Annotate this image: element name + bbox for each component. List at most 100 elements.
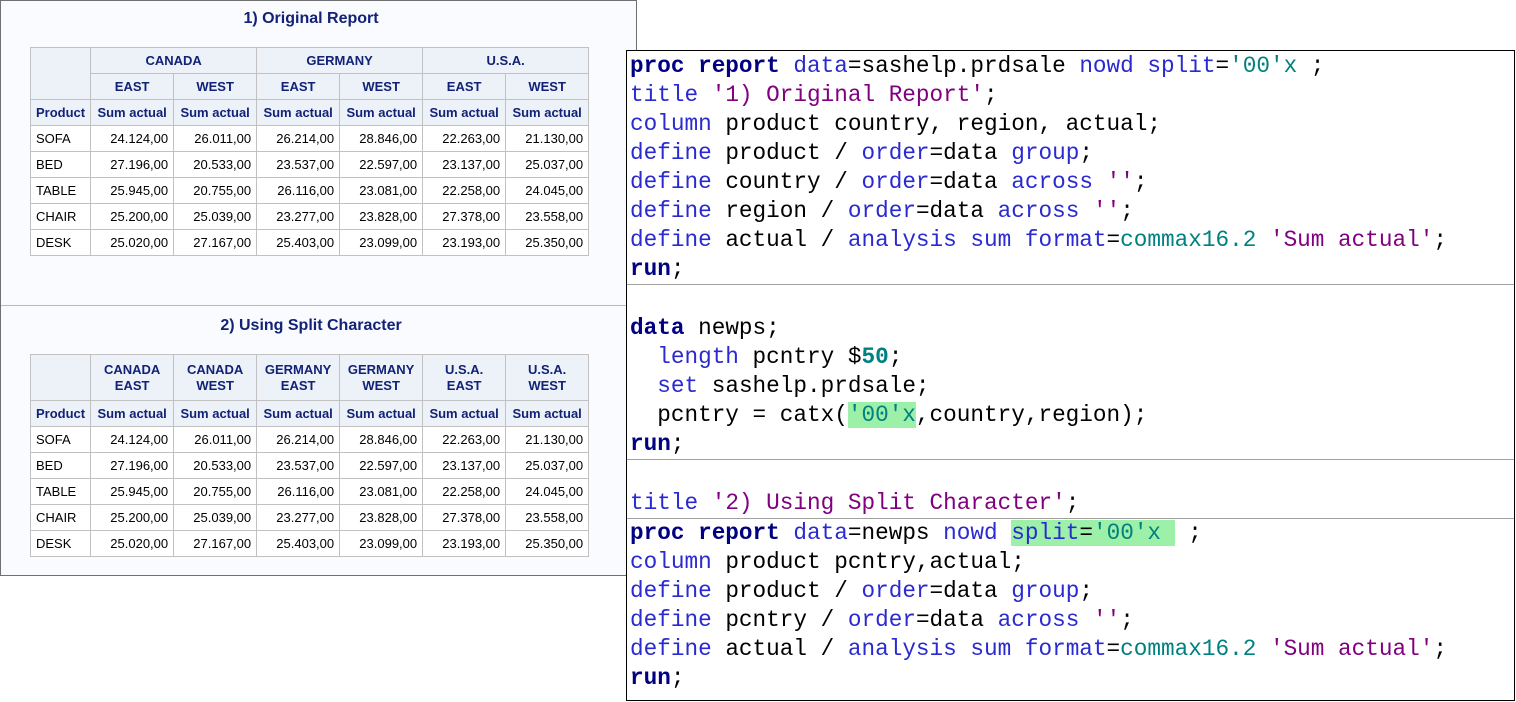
code-token: =data — [915, 607, 998, 633]
cell: 22.263,00 — [422, 125, 507, 152]
code-token: actual / — [711, 636, 848, 662]
subgroup-header: WEST — [173, 73, 258, 100]
code-line: run; — [627, 664, 1514, 693]
code-line: define region / order=data across ''; — [627, 197, 1514, 226]
column-header: Sum actual — [505, 99, 590, 126]
code-panel: proc report data=sashelp.prdsale nowd sp… — [626, 50, 1515, 701]
code-token: actual / — [711, 227, 848, 253]
cell: 20.755,00 — [173, 177, 258, 204]
column-header: Sum actual — [339, 400, 424, 427]
code-token — [698, 82, 712, 108]
code-token — [630, 344, 657, 370]
code-line: proc report data=sashelp.prdsale nowd sp… — [627, 52, 1514, 81]
code-token — [780, 53, 794, 79]
code-block: proc report data=newps nowd split='00'x … — [627, 519, 1514, 693]
code-block: data newps; length pcntry $50; set sashe… — [627, 285, 1514, 460]
column-header: Sum actual — [505, 400, 590, 427]
code-token: group — [1011, 578, 1080, 604]
row-label: DESK — [29, 530, 92, 557]
code-token: order — [847, 607, 916, 633]
table-row: CHAIR 25.200,00 25.039,00 23.277,00 23.828,0… — [29, 203, 590, 230]
code-token: product / — [711, 140, 862, 166]
cell: 27.196,00 — [90, 452, 175, 479]
column-header: Sum actual — [173, 99, 258, 126]
header-line: WEST — [362, 377, 400, 393]
cell: 28.846,00 — [339, 426, 424, 453]
column-header: Product — [29, 99, 92, 126]
report-table: CANADA GERMANY U.S.A. EAST WEST EAST WEST EAST W… — [29, 47, 590, 256]
cell: 23.828,00 — [339, 504, 424, 531]
header-line: EAST — [280, 377, 316, 393]
code-token — [780, 520, 794, 546]
group-header: U.S.A. — [422, 47, 590, 74]
code-token: data — [793, 520, 848, 546]
cell: 24.045,00 — [505, 478, 590, 505]
code-token: column — [630, 111, 712, 137]
row-label: SOFA — [29, 426, 92, 453]
code-token: product country, region, actual; — [711, 111, 1161, 137]
code-token: = — [1079, 520, 1093, 546]
cell: 25.037,00 — [505, 151, 590, 178]
table-row: BED 27.196,00 20.533,00 23.537,00 22.597,00 2… — [29, 452, 590, 479]
corner-cell — [29, 354, 92, 401]
cell: 27.167,00 — [173, 229, 258, 256]
code-line: pcntry = catx('00'x,country,region); — [627, 401, 1514, 430]
header-row: EAST WEST EAST WEST EAST WEST — [31, 73, 590, 100]
code-token: analysis sum format — [847, 227, 1107, 253]
code-token: sashelp.prdsale; — [698, 373, 930, 399]
cell: 27.167,00 — [173, 530, 258, 557]
group-header: GERMANY — [256, 47, 424, 74]
header-line: U.S.A. — [444, 361, 484, 377]
row-label: TABLE — [29, 177, 92, 204]
code-token: =data — [929, 578, 1012, 604]
cell: 27.378,00 — [422, 203, 507, 230]
report-section: 1) Original Report CANADA GERMANY U.S.A. EA… — [1, 1, 636, 306]
cell: 23.099,00 — [339, 530, 424, 557]
cell: 25.403,00 — [256, 530, 341, 557]
cell: 25.037,00 — [505, 452, 590, 479]
header-line: EAST — [114, 377, 150, 393]
code-token: order — [861, 140, 930, 166]
code-line: set sashelp.prdsale; — [627, 372, 1514, 401]
code-token — [1079, 198, 1093, 224]
report-section: 2) Using Split Character CANADA EAST CANAD… — [1, 306, 636, 575]
header-line: WEST — [528, 377, 566, 393]
row-label: DESK — [29, 229, 92, 256]
column-header: Sum actual — [339, 99, 424, 126]
code-line: define country / order=data across ''; — [627, 168, 1514, 197]
code-token: =sashelp.prdsale — [847, 53, 1080, 79]
code-token: ; — [670, 431, 685, 457]
subgroup-header: EAST — [256, 73, 341, 100]
code-token — [1079, 607, 1093, 633]
cell: 23.099,00 — [339, 229, 424, 256]
code-token — [630, 373, 657, 399]
code-token: '00'x — [847, 402, 916, 428]
code-token — [1134, 53, 1148, 79]
cell: 23.137,00 — [422, 452, 507, 479]
code-line: define actual / analysis sum format=comm… — [627, 226, 1514, 255]
cell: 20.755,00 — [173, 478, 258, 505]
cell: 23.081,00 — [339, 177, 424, 204]
column-header: Sum actual — [173, 400, 258, 427]
cell: 24.045,00 — [505, 177, 590, 204]
cell: 23.193,00 — [422, 530, 507, 557]
code-token: run — [630, 665, 671, 691]
cell: 21.130,00 — [505, 426, 590, 453]
header-line: EAST — [446, 377, 482, 393]
row-label: BED — [29, 151, 92, 178]
subgroup-header: WEST — [505, 73, 590, 100]
cell: 25.200,00 — [90, 504, 175, 531]
code-line: length pcntry $50; — [627, 343, 1514, 372]
cell: 26.116,00 — [256, 478, 341, 505]
code-token: ; — [1079, 140, 1093, 166]
cell: 22.597,00 — [339, 151, 424, 178]
header-line: CANADA — [103, 361, 161, 377]
cell: 25.350,00 — [505, 229, 590, 256]
code-line: title '1) Original Report'; — [627, 81, 1514, 110]
code-token: data — [630, 315, 685, 341]
header-line: CANADA — [186, 361, 244, 377]
code-token: = — [1215, 53, 1230, 79]
code-token: =data — [915, 198, 998, 224]
column-header: CANADA WEST — [173, 354, 258, 401]
report-title: 1) Original Report — [243, 10, 379, 27]
